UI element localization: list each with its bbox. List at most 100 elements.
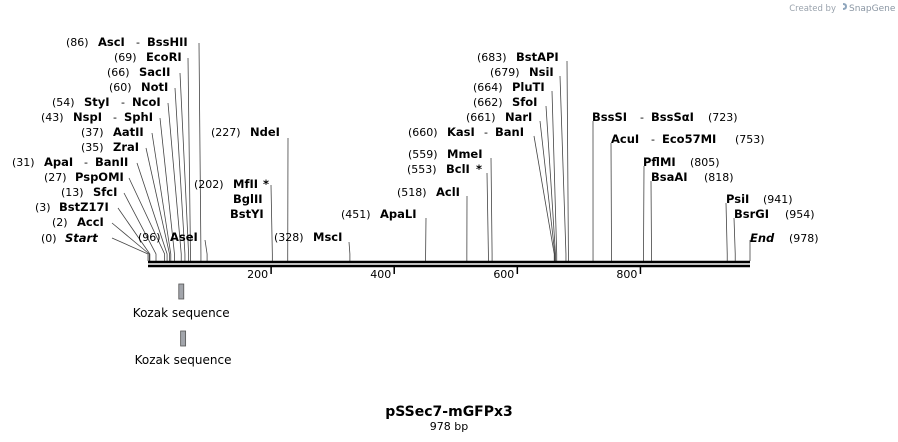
- site-5-dash: -: [84, 156, 88, 169]
- site-leader-0: [111, 237, 149, 261]
- site-21-name: MmeI: [447, 147, 483, 161]
- site-15-extra-1: BstYI: [230, 207, 264, 221]
- site-27-name: BstAPI: [516, 50, 559, 64]
- site-leader-32: [725, 202, 728, 261]
- site-leader-7: [151, 132, 172, 261]
- site-8-name2: SphI: [124, 110, 153, 124]
- site-leader-27: [566, 60, 569, 261]
- site-leader-2: [117, 207, 151, 261]
- site-leader-23: [539, 120, 556, 261]
- site-6-name: ZraI: [113, 140, 139, 154]
- site-leader-1: [111, 222, 150, 261]
- snapgene-logo-icon: [843, 3, 847, 10]
- site-leader-lines: [111, 42, 751, 261]
- site-leader-11: [179, 72, 190, 261]
- site-20-pos: (553): [407, 163, 437, 176]
- site-29-pos: (753): [735, 133, 765, 146]
- site-28-name: BssSI: [592, 110, 627, 124]
- site-13-pos: (86): [66, 36, 89, 49]
- feature-bar[interactable]: [178, 283, 185, 300]
- site-12-name: EcoRI: [146, 50, 182, 64]
- site-14-pos: (96): [138, 231, 161, 244]
- site-33-pos: (954): [785, 208, 815, 221]
- site-5-name: ApaI: [44, 155, 73, 169]
- ruler-tick-label: 800: [616, 268, 637, 281]
- site-7-pos: (37): [81, 126, 104, 139]
- site-3-pos: (13): [61, 186, 84, 199]
- site-leader-22: [533, 135, 555, 261]
- site-24-pos: (662): [473, 96, 503, 109]
- site-13-name2: BssHII: [147, 35, 188, 49]
- site-leader-6: [145, 147, 170, 261]
- site-14-name: AseI: [170, 230, 198, 244]
- site-24-name: SfoI: [512, 95, 537, 109]
- site-13-name: AscI: [98, 35, 125, 49]
- site-18-name: ApaLI: [380, 207, 417, 221]
- site-leader-26: [559, 75, 567, 261]
- site-leader-25: [551, 90, 558, 261]
- site-29-dash: -: [651, 133, 655, 146]
- site-4-pos: (27): [44, 171, 67, 184]
- site-8-pos: (43): [41, 111, 64, 124]
- site-31-name: BsaAI: [651, 170, 688, 184]
- site-leader-14: [204, 239, 208, 261]
- site-25-name: PluTI: [512, 80, 545, 94]
- site-leader-31: [650, 180, 652, 261]
- site-leader-21: [490, 157, 493, 261]
- site-6-pos: (35): [81, 141, 104, 154]
- site-0-pos: (0): [41, 232, 57, 245]
- site-13-dash: -: [136, 36, 140, 49]
- site-26-name: NsiI: [529, 65, 554, 79]
- feature-label: Kozak sequence: [133, 306, 230, 320]
- site-leader-8: [159, 117, 175, 261]
- site-11-name: SacII: [139, 65, 170, 79]
- site-15-extra-0: BglII: [233, 192, 263, 206]
- site-15-star: *: [263, 177, 269, 191]
- site-labels: (0) Start (2) AccI (3) BstZ17I (13) SfcI…: [12, 35, 819, 245]
- site-1-name: AccI: [77, 215, 104, 229]
- snapgene-credit: Created by SnapGene: [789, 3, 896, 14]
- feature-bar[interactable]: [180, 330, 187, 347]
- site-10-name: NotI: [141, 80, 168, 94]
- features: Kozak sequence Kozak sequence: [133, 283, 232, 367]
- site-30-name: PflMI: [643, 155, 676, 169]
- site-leader-12: [187, 57, 191, 261]
- site-19-name: AclI: [436, 185, 460, 199]
- site-leader-15: [270, 184, 273, 261]
- credit-brand: SnapGene: [849, 4, 896, 14]
- site-20-name: BclI: [446, 162, 470, 176]
- site-23-pos: (661): [466, 111, 496, 124]
- site-30-pos: (805): [690, 156, 720, 169]
- site-12-pos: (69): [114, 51, 137, 64]
- site-28-dash: -: [640, 111, 644, 124]
- site-9-pos: (54): [52, 96, 75, 109]
- dna-backbone: [148, 260, 750, 268]
- site-29-name: AcuI: [611, 132, 639, 146]
- site-leader-20: [486, 172, 489, 261]
- map-title: pSSec7-mGFPx3: [385, 404, 513, 420]
- ruler-tick-label: 400: [370, 268, 391, 281]
- ruler-tick-label: 200: [247, 268, 268, 281]
- ruler: 200 400 600 800: [247, 266, 642, 281]
- site-18-pos: (451): [341, 208, 371, 221]
- site-3-name: SfcI: [93, 185, 117, 199]
- site-11-pos: (66): [107, 66, 130, 79]
- site-leader-4: [128, 177, 166, 261]
- site-2-name: BstZ17I: [59, 200, 109, 214]
- site-23-name: NarI: [505, 110, 532, 124]
- site-15-pos: (202): [194, 178, 224, 191]
- site-16-pos: (227): [211, 126, 241, 139]
- site-10-pos: (60): [109, 81, 132, 94]
- site-leader-10: [174, 87, 186, 261]
- site-22-dash: -: [484, 126, 488, 139]
- site-17-name: MscI: [313, 230, 342, 244]
- site-2-pos: (3): [35, 201, 51, 214]
- site-5-name2: BanII: [95, 155, 128, 169]
- site-leader-24: [545, 105, 556, 261]
- site-34-pos: (978): [789, 232, 819, 245]
- credit-prefix: Created by: [789, 4, 836, 14]
- site-26-pos: (679): [490, 66, 520, 79]
- site-leader-9: [167, 102, 182, 261]
- site-leader-33: [733, 217, 736, 261]
